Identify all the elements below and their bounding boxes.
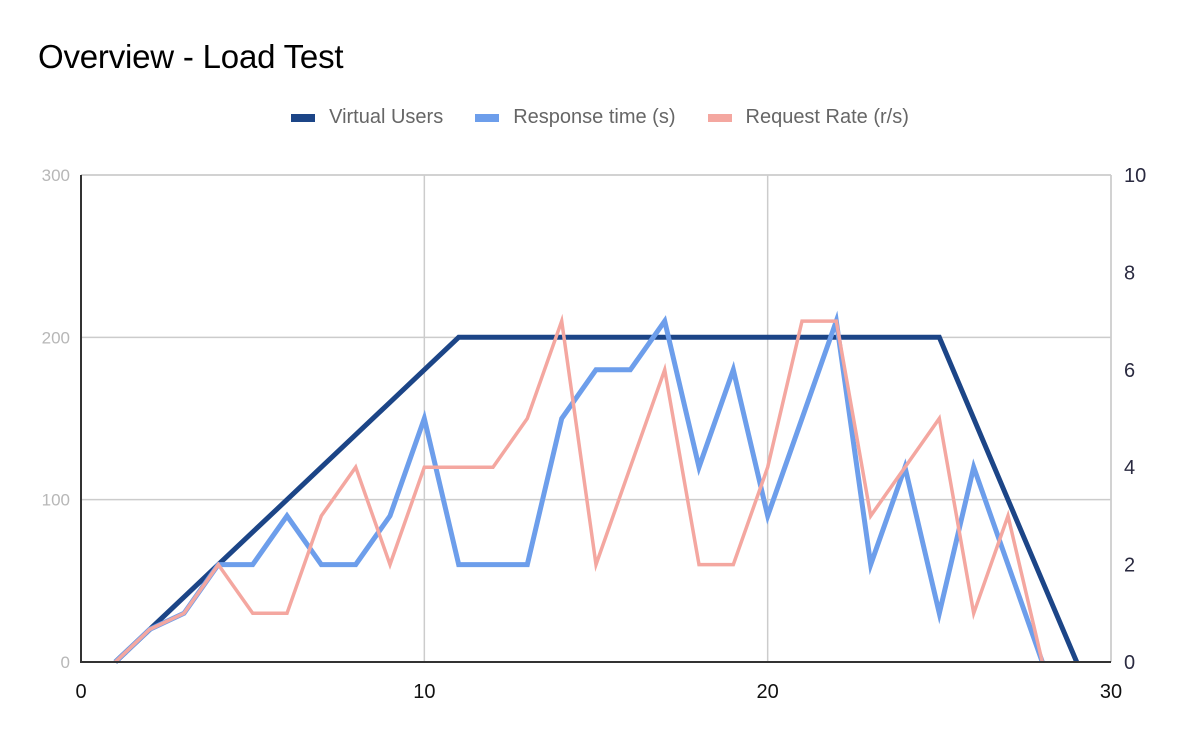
right-axis-tick-label: 10 <box>1124 165 1146 187</box>
left-axis-tick-label: 100 <box>42 491 70 510</box>
chart-legend: Virtual Users Response time (s) Request … <box>0 106 1200 129</box>
chart-title: Overview - Load Test <box>38 38 344 75</box>
x-axis-tick-label: 0 <box>75 681 86 703</box>
legend-item-response-time[interactable]: Response time (s) <box>475 106 676 129</box>
x-axis-tick-label: 10 <box>413 681 435 703</box>
legend-item-virtual-users[interactable]: Virtual Users <box>291 106 443 129</box>
right-axis-tick-label: 6 <box>1124 360 1135 382</box>
right-axis-tick-label: 8 <box>1124 262 1135 284</box>
legend-swatch-response-time-icon <box>475 113 500 122</box>
series-lines <box>113 310 1080 664</box>
legend-label: Virtual Users <box>329 106 444 128</box>
legend-swatch-virtual-users-icon <box>291 113 316 122</box>
right-axis-tick-label: 4 <box>1124 457 1135 479</box>
x-axis-tick-label: 20 <box>757 681 779 703</box>
legend-item-request-rate[interactable]: Request Rate (r/s) <box>707 106 909 129</box>
legend-label: Request Rate (r/s) <box>745 106 909 128</box>
left-axis-tick-label: 0 <box>61 653 70 672</box>
right-axis-tick-label: 0 <box>1124 652 1135 674</box>
left-axis-tick-label: 200 <box>42 328 70 347</box>
series-line-response-time-s[interactable] <box>113 310 1045 664</box>
right-axis-tick-label: 2 <box>1124 555 1135 577</box>
axis-lines <box>80 175 1111 663</box>
series-line-request-rate-r-s[interactable] <box>114 313 1045 664</box>
x-axis-tick-label: 30 <box>1100 681 1122 703</box>
left-axis-tick-label: 300 <box>42 166 70 185</box>
legend-label: Response time (s) <box>513 106 676 128</box>
legend-swatch-request-rate-icon <box>707 113 732 122</box>
series-line-virtual-users[interactable] <box>113 334 1080 664</box>
